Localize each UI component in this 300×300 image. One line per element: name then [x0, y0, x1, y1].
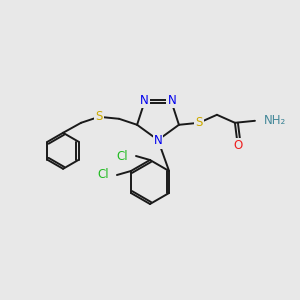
- Text: Cl: Cl: [116, 149, 128, 163]
- Text: N: N: [154, 134, 162, 148]
- Text: O: O: [234, 139, 243, 152]
- Text: NH₂: NH₂: [264, 114, 286, 127]
- Text: N: N: [168, 94, 176, 107]
- Text: S: S: [95, 110, 103, 123]
- Text: N: N: [140, 94, 148, 107]
- Text: S: S: [195, 116, 203, 129]
- Text: Cl: Cl: [97, 169, 109, 182]
